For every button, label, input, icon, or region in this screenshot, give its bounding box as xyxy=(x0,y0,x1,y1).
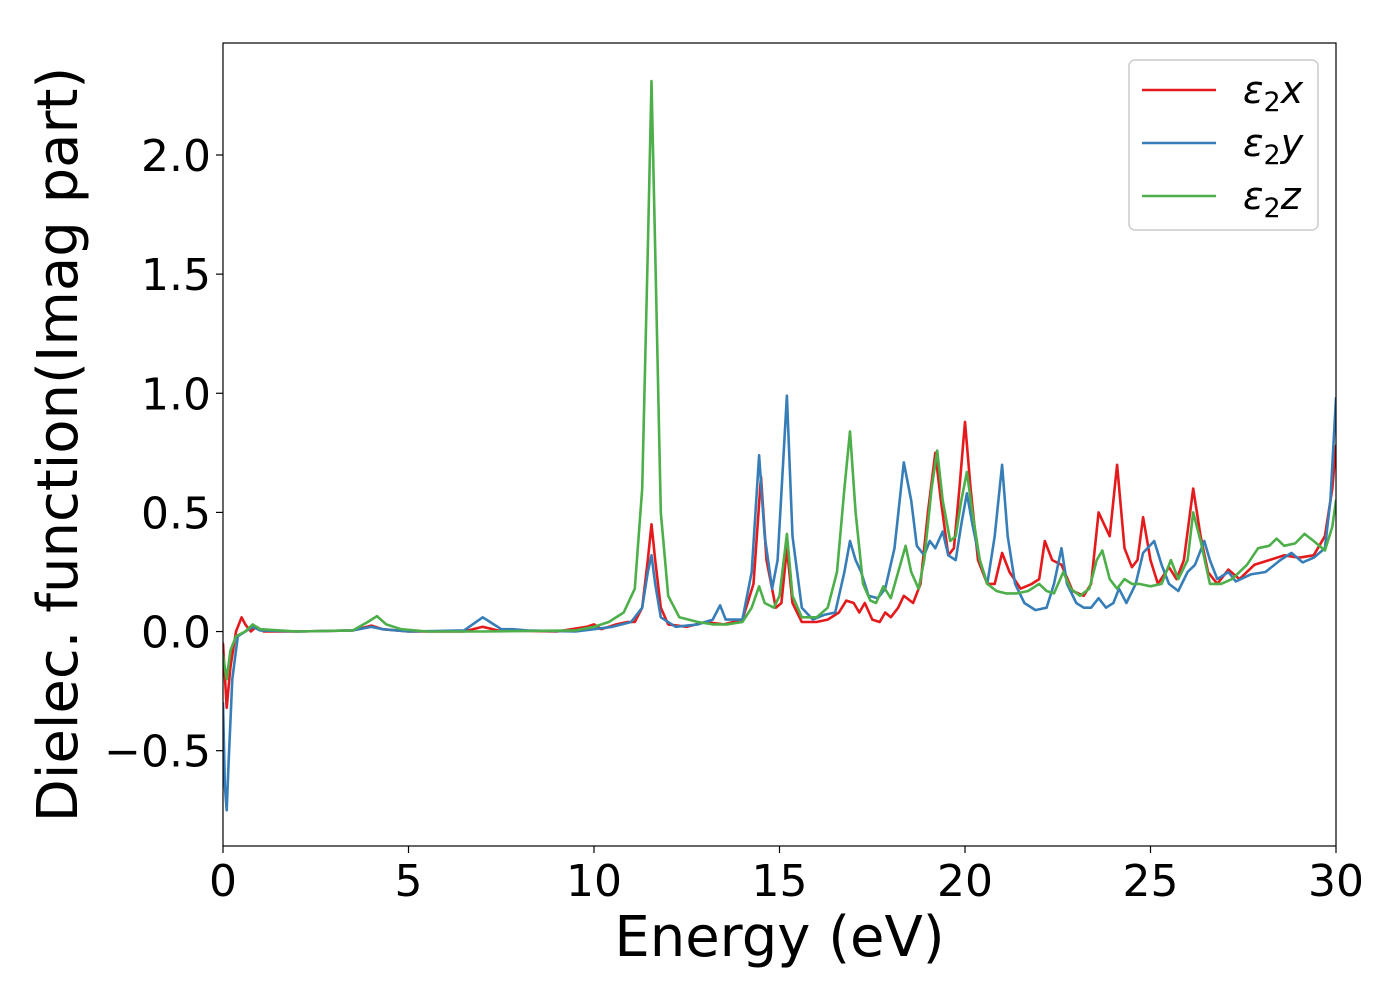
series-line-y xyxy=(223,394,1336,812)
x-tick-label: 15 xyxy=(752,856,808,907)
legend-label-x: ε2x xyxy=(1243,68,1304,118)
x-tick-label: 0 xyxy=(209,856,237,907)
legend-frame xyxy=(1128,59,1319,231)
y-tick-label: 1.0 xyxy=(141,369,211,420)
series-line-z xyxy=(223,79,1336,681)
x-tick-label: 5 xyxy=(395,856,423,907)
x-tick-label: 30 xyxy=(1308,856,1364,907)
x-tick-label: 10 xyxy=(566,856,622,907)
y-tick-label: −0.5 xyxy=(104,727,211,778)
legend-label-y: ε2y xyxy=(1243,121,1304,171)
y-tick-label: 1.5 xyxy=(141,250,211,301)
series-layer xyxy=(223,79,1336,812)
y-tick-label: 2.0 xyxy=(141,131,211,182)
x-axis-title: Energy (eV) xyxy=(614,905,944,970)
x-tick-label: 20 xyxy=(937,856,993,907)
x-tick-label: 25 xyxy=(1123,856,1179,907)
x-axis: 0 5 10 15 20 25 30 xyxy=(209,846,1364,907)
legend-label-z: ε2z xyxy=(1243,174,1302,224)
y-axis: −0.5 0.0 0.5 1.0 1.5 2.0 xyxy=(104,131,223,778)
y-axis-title: Dielec. function(Imag part) xyxy=(26,67,91,823)
y-tick-label: 0.5 xyxy=(141,488,211,539)
y-tick-label: 0.0 xyxy=(141,608,211,659)
